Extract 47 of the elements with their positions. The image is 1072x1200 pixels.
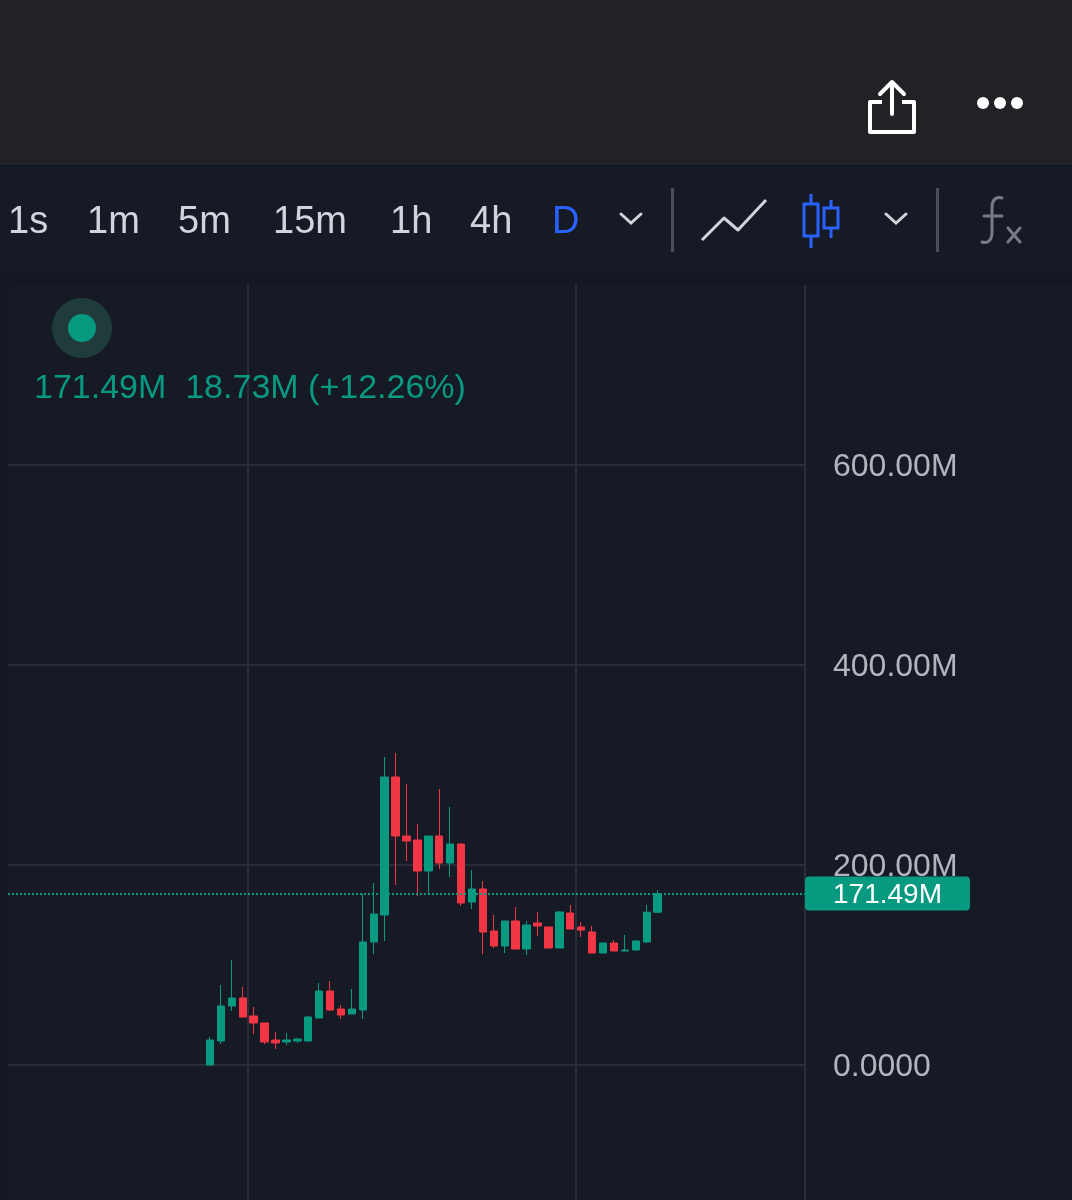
text: 1h [390,198,433,242]
y-tick-label: 0.0000 [833,1047,931,1083]
annotation: 171.49M 18.73M (+12.26%) [34,366,466,406]
candlestick [402,783,411,862]
candlestick [599,942,607,954]
candlestick [326,980,334,1012]
candlestick [293,1037,302,1044]
candlestick [249,1006,258,1035]
candlestick [566,904,574,930]
candlestick [544,926,553,949]
candlestick [228,959,236,1012]
candlestick [610,939,618,952]
candlestick [304,1015,312,1042]
candlestick [446,806,454,878]
candlestick [643,904,651,944]
candlestick [413,823,422,897]
candlestick [457,843,465,907]
candlestick [206,1036,214,1066]
candlestick [337,1004,345,1020]
candlestick [490,914,498,949]
candlestick [522,920,531,956]
text: 4h [470,198,513,242]
y-tick-label: 400.00M [833,647,958,683]
candlestick [239,986,247,1018]
text: 1s [8,198,49,242]
candlestick [271,1031,280,1050]
candlestick [260,1022,269,1045]
candlestick [391,752,400,886]
text: D [552,198,580,242]
text: 1m [87,198,140,242]
candlestick [282,1032,291,1046]
text: 15m [273,198,347,242]
candlestick [632,939,640,951]
candlestick [217,984,225,1045]
candlestick [577,921,585,938]
candlestick [315,982,323,1019]
candlestick [435,788,443,870]
candlestick [511,906,520,950]
candlestick [348,988,356,1015]
text: 5m [178,198,231,242]
candlestick [588,925,596,954]
y-tick-label: 600.00M [833,447,958,483]
candlestick [501,920,509,954]
candlestick [533,911,542,937]
candlestick [479,880,487,955]
candlestick [621,934,629,952]
candlestick [555,910,564,949]
